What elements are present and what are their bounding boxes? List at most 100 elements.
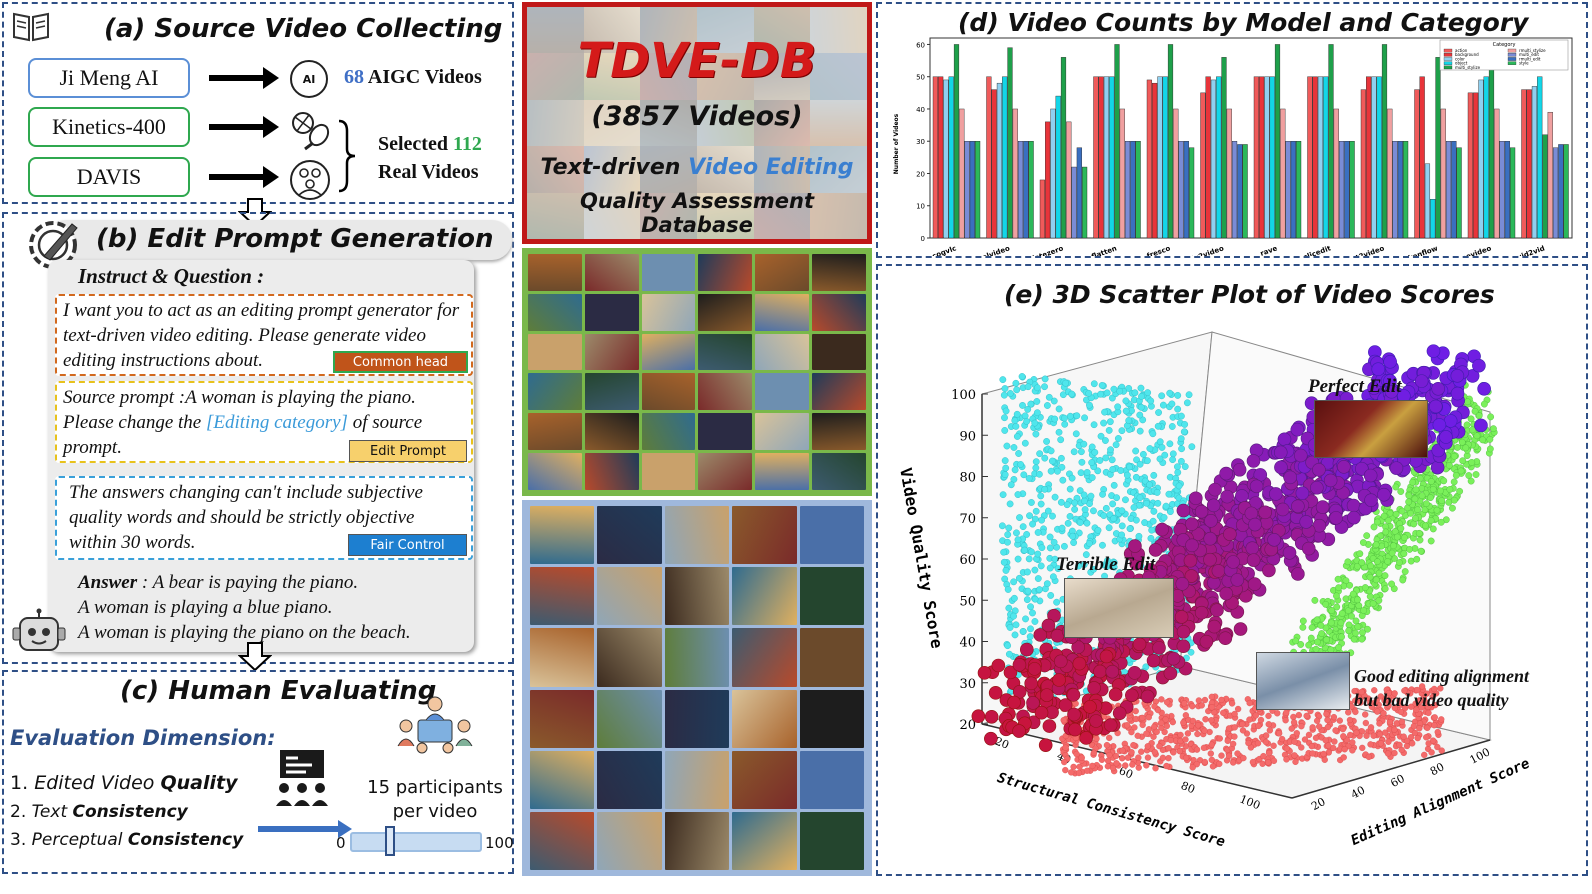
scatter-projection-point bbox=[1031, 595, 1039, 603]
scatter-projection-point bbox=[1431, 722, 1438, 729]
scatter-projection-point bbox=[1462, 444, 1470, 452]
bar bbox=[943, 79, 949, 239]
scatter-projection-point bbox=[1406, 545, 1414, 553]
scatter-projection-point bbox=[1392, 483, 1400, 491]
scatter-projection-point bbox=[1317, 621, 1325, 629]
legend-swatch bbox=[1507, 53, 1517, 57]
scatter-point bbox=[1176, 639, 1191, 654]
scatter-projection-point bbox=[1193, 746, 1201, 753]
bar bbox=[1392, 141, 1398, 239]
scatter-point bbox=[1105, 664, 1120, 679]
bar bbox=[1542, 134, 1548, 239]
scatter-point bbox=[1204, 514, 1218, 528]
scatter-projection-point bbox=[1403, 737, 1411, 744]
video-thumbnail bbox=[755, 373, 810, 411]
scatter-projection-point bbox=[1076, 487, 1084, 495]
scatter-projection-point bbox=[1011, 466, 1019, 474]
video-thumbnail bbox=[799, 811, 864, 870]
scatter-projection-point bbox=[1132, 707, 1139, 715]
scatter-projection-point bbox=[1078, 754, 1085, 761]
scatter-projection-point bbox=[1293, 730, 1300, 737]
mosaic-tile bbox=[527, 99, 584, 147]
scatter-projection-point bbox=[1167, 736, 1175, 744]
scatter-projection-point bbox=[1375, 597, 1383, 604]
scatter-projection-point bbox=[1352, 629, 1359, 637]
scatter-projection-point bbox=[1144, 754, 1152, 761]
scatter-projection-point bbox=[1158, 719, 1165, 727]
bar bbox=[996, 82, 1003, 239]
bar bbox=[1504, 141, 1510, 239]
scatter-point bbox=[1295, 486, 1310, 500]
scatter-projection-point bbox=[1096, 457, 1104, 464]
scatter-projection-point bbox=[1414, 506, 1421, 514]
scatter-point bbox=[1007, 695, 1021, 710]
scatter-projection-point bbox=[1135, 532, 1143, 540]
scatter-point bbox=[1219, 466, 1233, 481]
scatter-projection-point bbox=[1144, 389, 1152, 397]
scatter-projection-point bbox=[1469, 426, 1476, 434]
scatter-point bbox=[1430, 460, 1445, 475]
video-thumbnail bbox=[799, 567, 864, 626]
scatter-projection-point bbox=[1292, 637, 1300, 645]
bar bbox=[1119, 108, 1125, 239]
scatter-projection-point bbox=[1057, 454, 1065, 462]
bar bbox=[1323, 76, 1329, 239]
z-tick-label: 90 bbox=[959, 429, 976, 444]
scatter-projection-point bbox=[1365, 753, 1372, 761]
scatter-projection-point bbox=[1116, 387, 1124, 395]
scatter-projection-point bbox=[1457, 467, 1465, 475]
scatter-projection-point bbox=[1472, 471, 1480, 478]
edited-frames-panel bbox=[522, 500, 872, 876]
dimension-label: Evaluation Dimension: bbox=[10, 726, 276, 750]
scatter-projection-point bbox=[1038, 516, 1045, 524]
panel-e-title: (e) 3D Scatter Plot of Video Scores bbox=[1004, 280, 1495, 309]
scatter-projection-point bbox=[1262, 738, 1270, 746]
bar bbox=[1216, 76, 1222, 239]
scatter-projection-point bbox=[1122, 496, 1129, 504]
scatter-projection-point bbox=[1201, 727, 1208, 734]
scatter-projection-point bbox=[1119, 747, 1126, 754]
scatter-projection-point bbox=[1421, 751, 1428, 759]
scatter-projection-point bbox=[1259, 760, 1266, 767]
scatter-projection-point bbox=[1380, 512, 1388, 520]
scatter-projection-point bbox=[1370, 732, 1377, 739]
legend-title: Category bbox=[1493, 42, 1516, 48]
scatter-projection-point bbox=[1309, 750, 1316, 757]
scatter-point bbox=[1262, 563, 1276, 578]
scatter-projection-point bbox=[1452, 472, 1460, 479]
arrow-davis bbox=[209, 166, 279, 188]
scatter-projection-point bbox=[1010, 444, 1018, 451]
bar bbox=[1152, 82, 1158, 239]
video-thumbnail bbox=[812, 254, 866, 291]
scatter-projection-point bbox=[1166, 389, 1174, 397]
scatter-projection-point bbox=[1385, 696, 1393, 703]
scatter-point bbox=[1042, 719, 1057, 733]
legend-label: multi_edit bbox=[1519, 52, 1539, 57]
scatter-projection-point bbox=[1367, 699, 1374, 707]
scatter-projection-point bbox=[1220, 709, 1227, 716]
scatter-projection-point bbox=[1216, 760, 1223, 768]
scatter-projection-point bbox=[1305, 731, 1313, 739]
scatter-projection-point bbox=[1162, 502, 1170, 510]
score-slider-track[interactable] bbox=[350, 832, 482, 852]
brace-shape bbox=[338, 119, 356, 193]
scatter-point bbox=[1067, 707, 1081, 722]
scatter-point bbox=[1132, 637, 1147, 652]
legend-label: background bbox=[1455, 52, 1479, 57]
scatter-projection-point bbox=[1034, 529, 1042, 536]
scatter-projection-point bbox=[1153, 489, 1161, 496]
scatter-point bbox=[1176, 624, 1191, 639]
scatter-projection-point bbox=[1405, 498, 1413, 506]
scatter-projection-point bbox=[1303, 712, 1310, 720]
gear-brush-icon bbox=[29, 221, 78, 269]
scatter-projection-point bbox=[1109, 764, 1117, 772]
participants-text: 15 participants per video bbox=[360, 776, 510, 824]
scatter-projection-point bbox=[1413, 555, 1421, 563]
mosaic-tile bbox=[527, 192, 584, 239]
scatter-point bbox=[1068, 722, 1082, 737]
scatter-projection-point bbox=[1200, 744, 1208, 751]
score-slider-handle[interactable] bbox=[384, 826, 395, 856]
common-head-tag: Common head bbox=[333, 351, 468, 373]
legend-label: rmulti_stylize bbox=[1519, 48, 1546, 53]
scatter-point bbox=[1206, 498, 1221, 513]
